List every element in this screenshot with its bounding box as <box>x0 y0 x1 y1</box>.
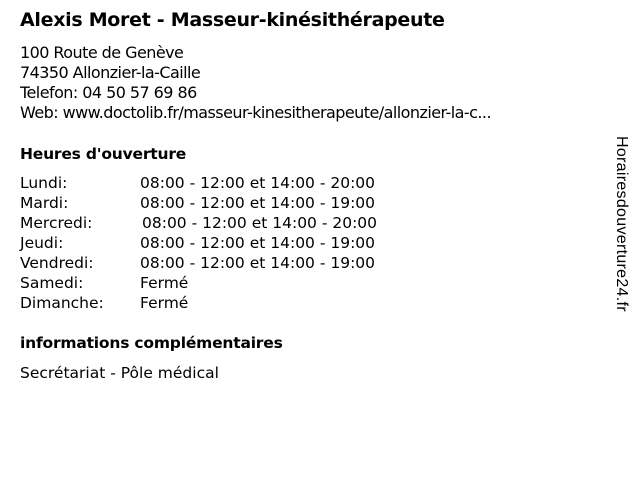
hours-value: 08:00 - 12:00 et 14:00 - 19:00 <box>140 194 376 212</box>
opening-hours-heading: Heures d'ouverture <box>20 145 187 163</box>
additional-info-text: Secrétariat - Pôle médical <box>20 364 219 382</box>
hours-value: 08:00 - 12:00 et 14:00 - 20:00 <box>140 174 376 192</box>
hours-row-saturday: Samedi: Fermé <box>20 273 440 293</box>
hours-value: 08:00 - 12:00 et 14:00 - 19:00 <box>140 254 376 272</box>
day-label: Dimanche: <box>20 294 104 312</box>
hours-value: Fermé <box>140 294 189 312</box>
day-label: Lundi: <box>20 174 68 192</box>
site-watermark: Horairesdouverture24.fr <box>613 136 630 312</box>
website-link[interactable]: Web: www.doctolib.fr/masseur-kinesithera… <box>20 103 492 122</box>
phone-number: Telefon: 04 50 57 69 86 <box>20 83 197 102</box>
day-label: Jeudi: <box>20 234 64 252</box>
business-title: Alexis Moret - Masseur-kinésithérapeute <box>20 9 445 31</box>
hours-row-wednesday: Mercredi: 08:00 - 12:00 et 14:00 - 20:00 <box>20 213 440 233</box>
address-city: 74350 Allonzier-la-Caille <box>20 63 201 82</box>
day-label: Samedi: <box>20 274 84 292</box>
hours-row-monday: Lundi: 08:00 - 12:00 et 14:00 - 20:00 <box>20 173 440 193</box>
hours-row-tuesday: Mardi: 08:00 - 12:00 et 14:00 - 19:00 <box>20 193 440 213</box>
additional-info-heading: informations complémentaires <box>20 334 283 352</box>
hours-row-friday: Vendredi: 08:00 - 12:00 et 14:00 - 19:00 <box>20 253 440 273</box>
day-label: Mardi: <box>20 194 69 212</box>
hours-row-thursday: Jeudi: 08:00 - 12:00 et 14:00 - 19:00 <box>20 233 440 253</box>
day-label: Mercredi: <box>20 214 93 232</box>
address-street: 100 Route de Genève <box>20 43 184 62</box>
hours-value: 08:00 - 12:00 et 14:00 - 20:00 <box>142 214 378 232</box>
day-label: Vendredi: <box>20 254 94 272</box>
hours-value: 08:00 - 12:00 et 14:00 - 19:00 <box>140 234 376 252</box>
hours-value: Fermé <box>140 274 189 292</box>
hours-row-sunday: Dimanche: Fermé <box>20 293 440 313</box>
